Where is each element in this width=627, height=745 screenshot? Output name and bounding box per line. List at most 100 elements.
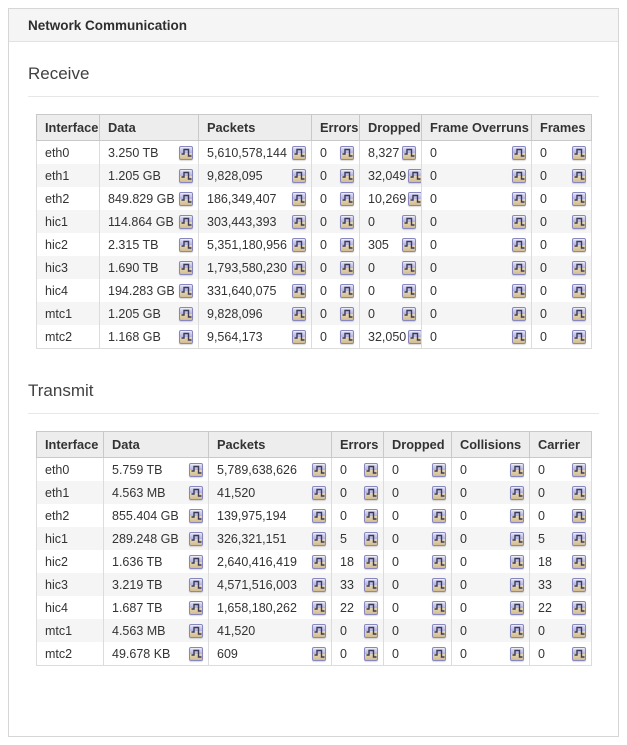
chart-icon-button[interactable] — [312, 485, 326, 500]
chart-icon-button[interactable] — [432, 600, 446, 615]
chart-icon-button[interactable] — [312, 462, 326, 477]
chart-icon-button[interactable] — [572, 260, 586, 275]
chart-icon-button[interactable] — [340, 329, 354, 344]
chart-icon-button[interactable] — [179, 329, 193, 344]
chart-icon-button[interactable] — [510, 554, 524, 569]
chart-icon-button[interactable] — [189, 485, 203, 500]
chart-icon-button[interactable] — [340, 168, 354, 183]
chart-icon-button[interactable] — [340, 283, 354, 298]
chart-icon-button[interactable] — [179, 214, 193, 229]
chart-icon-button[interactable] — [189, 554, 203, 569]
chart-icon-button[interactable] — [402, 283, 416, 298]
chart-icon-button[interactable] — [572, 485, 586, 500]
chart-icon-button[interactable] — [292, 191, 306, 206]
chart-icon-button[interactable] — [572, 168, 586, 183]
chart-icon-button[interactable] — [312, 623, 326, 638]
chart-icon-button[interactable] — [364, 485, 378, 500]
chart-icon-button[interactable] — [179, 168, 193, 183]
chart-icon-button[interactable] — [189, 600, 203, 615]
chart-icon-button[interactable] — [402, 260, 416, 275]
chart-icon-button[interactable] — [340, 260, 354, 275]
chart-icon-button[interactable] — [340, 306, 354, 321]
chart-icon-button[interactable] — [340, 191, 354, 206]
chart-icon-button[interactable] — [510, 531, 524, 546]
chart-icon-button[interactable] — [179, 191, 193, 206]
chart-icon-button[interactable] — [572, 283, 586, 298]
chart-icon-button[interactable] — [292, 306, 306, 321]
chart-icon-button[interactable] — [312, 600, 326, 615]
chart-icon-button[interactable] — [189, 508, 203, 523]
chart-icon-button[interactable] — [312, 646, 326, 661]
chart-icon-button[interactable] — [572, 145, 586, 160]
chart-icon-button[interactable] — [432, 646, 446, 661]
chart-icon-button[interactable] — [572, 508, 586, 523]
chart-icon-button[interactable] — [408, 329, 421, 344]
chart-icon-button[interactable] — [512, 283, 526, 298]
chart-icon-button[interactable] — [189, 623, 203, 638]
chart-icon-button[interactable] — [512, 214, 526, 229]
chart-icon-button[interactable] — [364, 531, 378, 546]
chart-icon-button[interactable] — [189, 462, 203, 477]
chart-icon-button[interactable] — [510, 508, 524, 523]
chart-icon-button[interactable] — [189, 646, 203, 661]
chart-icon-button[interactable] — [292, 260, 306, 275]
chart-icon-button[interactable] — [189, 577, 203, 592]
chart-icon-button[interactable] — [572, 600, 586, 615]
chart-icon-button[interactable] — [292, 145, 306, 160]
chart-icon-button[interactable] — [512, 260, 526, 275]
chart-icon-button[interactable] — [572, 646, 586, 661]
chart-icon-button[interactable] — [432, 485, 446, 500]
chart-icon-button[interactable] — [510, 600, 524, 615]
chart-icon-button[interactable] — [408, 191, 421, 206]
chart-icon-button[interactable] — [572, 623, 586, 638]
chart-icon-button[interactable] — [432, 554, 446, 569]
chart-icon-button[interactable] — [432, 577, 446, 592]
chart-icon-button[interactable] — [179, 306, 193, 321]
chart-icon-button[interactable] — [432, 462, 446, 477]
chart-icon-button[interactable] — [340, 145, 354, 160]
chart-icon-button[interactable] — [572, 214, 586, 229]
chart-icon-button[interactable] — [292, 237, 306, 252]
chart-icon-button[interactable] — [572, 237, 586, 252]
chart-icon-button[interactable] — [510, 646, 524, 661]
chart-icon-button[interactable] — [364, 600, 378, 615]
chart-icon-button[interactable] — [364, 508, 378, 523]
chart-icon-button[interactable] — [572, 577, 586, 592]
chart-icon-button[interactable] — [408, 168, 421, 183]
chart-icon-button[interactable] — [402, 306, 416, 321]
chart-icon-button[interactable] — [340, 237, 354, 252]
chart-icon-button[interactable] — [292, 168, 306, 183]
chart-icon-button[interactable] — [292, 329, 306, 344]
chart-icon-button[interactable] — [572, 191, 586, 206]
chart-icon-button[interactable] — [512, 191, 526, 206]
chart-icon-button[interactable] — [312, 577, 326, 592]
chart-icon-button[interactable] — [292, 214, 306, 229]
chart-icon-button[interactable] — [572, 554, 586, 569]
chart-icon-button[interactable] — [364, 646, 378, 661]
chart-icon-button[interactable] — [179, 260, 193, 275]
chart-icon-button[interactable] — [292, 283, 306, 298]
chart-icon-button[interactable] — [512, 306, 526, 321]
chart-icon-button[interactable] — [572, 462, 586, 477]
chart-icon-button[interactable] — [402, 145, 416, 160]
chart-icon-button[interactable] — [312, 508, 326, 523]
chart-icon-button[interactable] — [512, 145, 526, 160]
chart-icon-button[interactable] — [572, 329, 586, 344]
chart-icon-button[interactable] — [364, 554, 378, 569]
chart-icon-button[interactable] — [572, 531, 586, 546]
chart-icon-button[interactable] — [432, 623, 446, 638]
chart-icon-button[interactable] — [340, 214, 354, 229]
chart-icon-button[interactable] — [364, 623, 378, 638]
chart-icon-button[interactable] — [510, 485, 524, 500]
chart-icon-button[interactable] — [510, 577, 524, 592]
chart-icon-button[interactable] — [432, 508, 446, 523]
chart-icon-button[interactable] — [432, 531, 446, 546]
chart-icon-button[interactable] — [312, 531, 326, 546]
chart-icon-button[interactable] — [179, 283, 193, 298]
chart-icon-button[interactable] — [364, 462, 378, 477]
chart-icon-button[interactable] — [510, 623, 524, 638]
chart-icon-button[interactable] — [179, 145, 193, 160]
chart-icon-button[interactable] — [364, 577, 378, 592]
chart-icon-button[interactable] — [179, 237, 193, 252]
chart-icon-button[interactable] — [512, 237, 526, 252]
